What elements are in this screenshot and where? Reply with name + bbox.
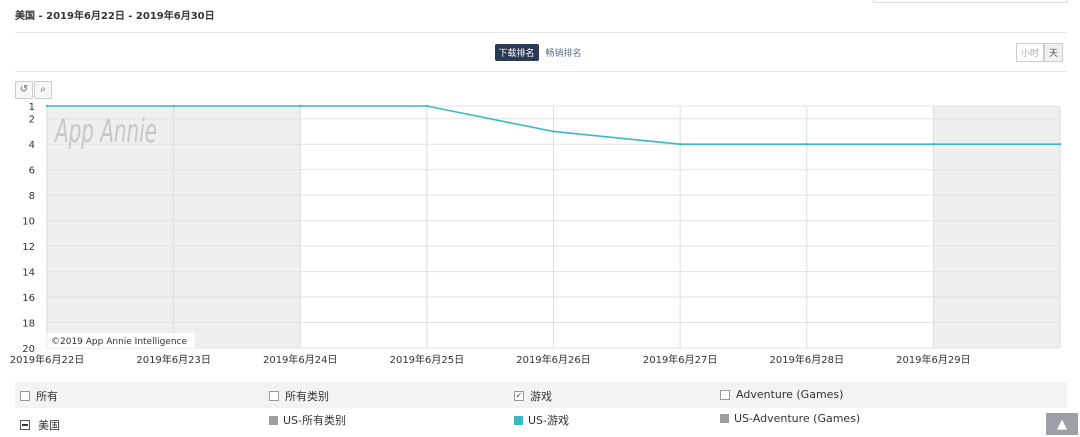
data-point — [45, 104, 49, 108]
checkbox-adventure[interactable] — [720, 389, 730, 400]
x-tick-label: 2019年6月29日 — [896, 353, 971, 366]
collapse-icon[interactable] — [20, 420, 30, 430]
data-point — [299, 104, 302, 108]
weekend-band — [47, 106, 174, 348]
zoom-button[interactable]: ⌕ — [34, 81, 52, 99]
legend-item-games[interactable]: ✓ 游戏 — [514, 388, 552, 404]
rank-tabs: 下载排名 畅销排名 — [0, 44, 1080, 61]
divider — [15, 32, 1067, 33]
weekend-band — [933, 106, 1060, 348]
x-tick-label: 2019年6月23日 — [136, 353, 211, 366]
tab-grossing-rank[interactable]: 畅销排名 — [545, 49, 582, 59]
weekend-band — [173, 106, 301, 348]
x-tick-label: 2019年6月27日 — [643, 353, 718, 366]
legend-label: US-Adventure (Games) — [734, 412, 861, 425]
data-point — [425, 104, 429, 108]
scroll-top-icon: ▲ — [1057, 417, 1067, 432]
checkbox-games[interactable]: ✓ — [514, 391, 524, 401]
copyright-box — [47, 333, 195, 348]
zoom-icon: ⌕ — [40, 84, 46, 95]
data-point — [1058, 143, 1062, 146]
y-tick-label: 4 — [29, 140, 35, 151]
legend-label: US-游戏 — [528, 414, 570, 427]
legend-item-all[interactable]: 所有 — [20, 388, 58, 404]
swatch-gray — [720, 414, 729, 423]
legend-series-us-all[interactable]: US-所有类别 — [269, 412, 346, 428]
y-tick-label: 6 — [29, 166, 35, 177]
legend-series-us-games[interactable]: US-游戏 — [514, 412, 569, 428]
data-point — [805, 143, 808, 146]
legend-item-adventure[interactable]: Adventure (Games) — [720, 388, 843, 401]
data-point — [678, 143, 682, 146]
granularity-toggle: 小时 天 — [1016, 43, 1064, 62]
checkbox-all-categories[interactable] — [269, 391, 279, 401]
watermark-text: App Annie — [54, 112, 157, 150]
reset-zoom-button[interactable]: ↺ — [15, 81, 33, 99]
y-tick-label: 12 — [22, 242, 35, 253]
legend-series-row: 美国 US-所有类别 US-游戏 US-Adventure (Games) — [15, 409, 1067, 435]
y-tick-label: 14 — [22, 268, 35, 279]
legend-item-all-categories[interactable]: 所有类别 — [269, 388, 329, 404]
x-tick-label: 2019年6月28日 — [769, 353, 844, 366]
x-tick-label: 2019年6月25日 — [390, 353, 465, 366]
y-tick-label: 2 — [29, 115, 35, 126]
checkbox-all[interactable] — [20, 391, 30, 401]
swatch-teal — [514, 415, 523, 425]
divider — [15, 71, 1067, 72]
y-tick-label: 10 — [22, 217, 35, 228]
granularity-hour-button[interactable]: 小时 — [1016, 43, 1045, 62]
legend-label: 游戏 — [530, 390, 552, 403]
y-tick-label: 16 — [22, 293, 35, 304]
data-point — [552, 130, 555, 133]
legend-label: 美国 — [38, 419, 60, 432]
tab-download-rank[interactable]: 下载排名 — [494, 44, 539, 61]
top-dropdown[interactable] — [873, 0, 1068, 3]
copyright-text: ©2019 App Annie Intelligence — [51, 337, 188, 347]
legend-label: 所有 — [36, 390, 58, 403]
x-tick-label: 2019年6月26日 — [516, 353, 591, 366]
y-tick-label: 1 — [29, 102, 35, 113]
y-tick-label: 8 — [29, 191, 35, 202]
x-tick-label: 2019年6月22日 — [10, 353, 85, 366]
legend-country-usa[interactable]: 美国 — [20, 417, 60, 433]
data-point — [932, 143, 935, 146]
legend-label: US-所有类别 — [283, 414, 347, 427]
scroll-top-button[interactable]: ▲ — [1046, 413, 1078, 435]
x-tick-label: 2019年6月24日 — [263, 353, 338, 366]
swatch-gray — [269, 415, 278, 425]
y-tick-label: 20 — [22, 344, 35, 355]
legend-label: Adventure (Games) — [736, 388, 844, 401]
legend-series-us-adventure[interactable]: US-Adventure (Games) — [720, 412, 860, 425]
y-tick-label: 18 — [22, 319, 35, 330]
page-title: 美国 - 2019年6月22日 - 2019年6月30日 — [15, 11, 215, 22]
reset-icon: ↺ — [19, 84, 29, 95]
legend-category-row: 所有 所有类别 ✓ 游戏 Adventure (Games) — [15, 382, 1067, 408]
data-point — [172, 104, 175, 108]
legend-label: 所有类别 — [285, 390, 329, 403]
granularity-day-button[interactable]: 天 — [1044, 43, 1064, 62]
